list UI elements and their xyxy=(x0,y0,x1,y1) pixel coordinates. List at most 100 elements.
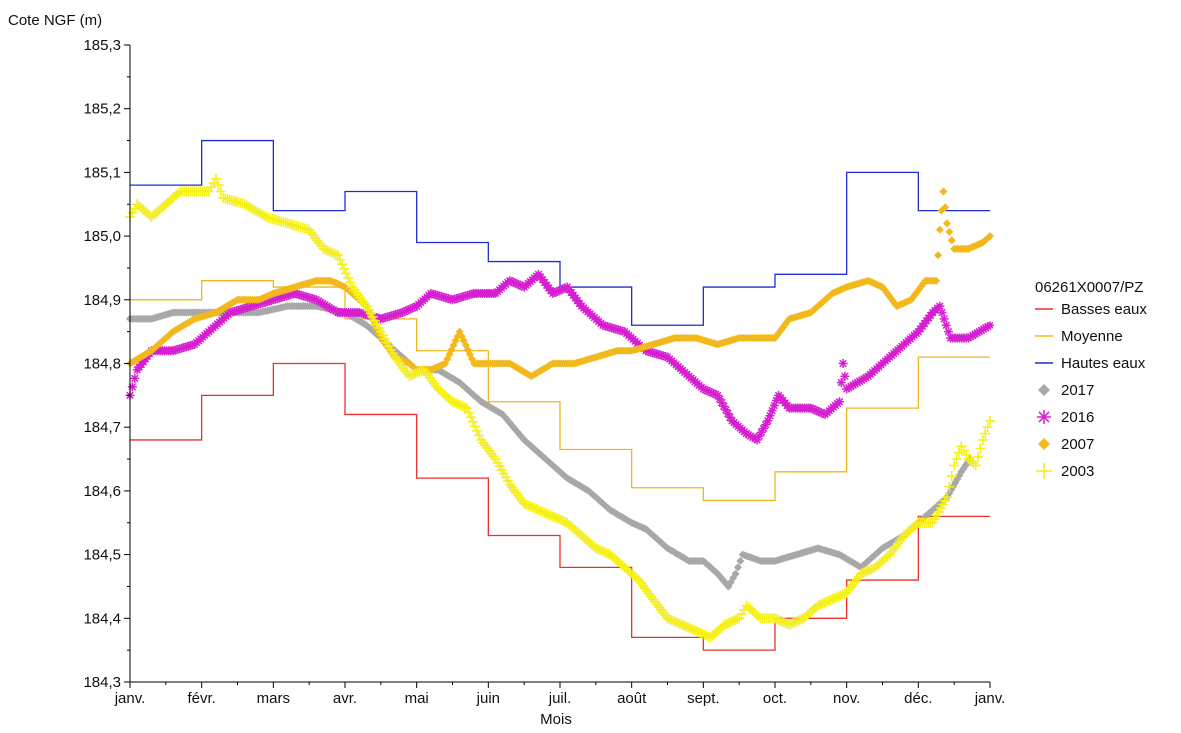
data-point-2016-406 xyxy=(986,321,994,330)
data-point-2003-409 xyxy=(975,443,986,454)
data-point-2016-384 xyxy=(937,308,947,318)
data-point-2003-412 xyxy=(982,422,993,433)
series-2007 xyxy=(126,187,994,381)
y-tick-label: 184,4 xyxy=(83,610,121,627)
legend-item-hautes-eaux: Hautes eaux xyxy=(1035,355,1146,372)
data-point-2003-403 xyxy=(961,449,972,460)
data-point-2003-293 xyxy=(732,614,743,625)
data-point-2003-43 xyxy=(215,186,226,197)
data-point-2017-280 xyxy=(731,569,740,578)
data-point-2016-277 xyxy=(713,390,723,400)
legend-label: 2007 xyxy=(1061,436,1094,453)
data-point-2016-336 xyxy=(836,378,846,388)
data-point-2003-402 xyxy=(958,445,969,456)
data-point-2016-337 xyxy=(838,359,848,368)
data-point-2003-163 xyxy=(465,412,476,423)
data-point-2003-410 xyxy=(977,434,988,445)
y-tick-label: 184,6 xyxy=(83,483,121,500)
x-tick-label: mars xyxy=(257,690,290,707)
legend-item-2007: 2007 xyxy=(1038,436,1094,453)
legend-label: 2003 xyxy=(1061,463,1094,480)
x-tick-label: déc. xyxy=(904,690,932,707)
x-tick-label: mai xyxy=(405,690,429,707)
legend-swatch xyxy=(1038,384,1050,396)
series-2016 xyxy=(125,269,994,445)
x-tick-label: nov. xyxy=(833,690,860,707)
data-point-2007-385 xyxy=(939,187,948,196)
y-tick-label: 185,2 xyxy=(83,101,121,118)
data-point-2017-281 xyxy=(733,563,742,572)
data-point-2003-100 xyxy=(336,259,347,270)
x-tick-label: janv. xyxy=(974,690,1006,707)
data-point-2003-99 xyxy=(334,254,345,265)
legend-label: Basses eaux xyxy=(1061,301,1147,318)
data-point-2003-404 xyxy=(963,454,974,465)
data-point-2016-335 xyxy=(835,397,844,407)
data-point-2003-162 xyxy=(463,407,474,418)
data-point-2003-295 xyxy=(736,609,747,620)
y-tick-label: 185,0 xyxy=(83,228,121,245)
data-point-2003-161 xyxy=(461,403,472,414)
y-tick-label: 184,8 xyxy=(83,356,121,373)
data-point-2003-98 xyxy=(332,250,343,261)
legend-item-basses-eaux: Basses eaux xyxy=(1035,301,1147,318)
series-basses-eaux xyxy=(130,362,990,651)
legend-swatch xyxy=(1037,410,1051,424)
series-layer xyxy=(125,139,995,651)
data-point-2003-166 xyxy=(472,425,483,436)
data-point-2003-38 xyxy=(203,186,214,197)
legend-swatch xyxy=(1036,463,1052,479)
data-point-2003-398 xyxy=(949,460,960,471)
series-2017 xyxy=(126,302,974,591)
legend: 06261X0007/PZ Basses eaux Moyenne Hautes e… xyxy=(1035,279,1147,480)
data-point-2007-389 xyxy=(947,236,956,245)
data-point-2003-1 xyxy=(127,207,138,218)
y-tick-label: 184,9 xyxy=(83,292,121,309)
series-hautes-eaux xyxy=(130,139,990,326)
legend-label: 2016 xyxy=(1061,409,1094,426)
data-point-2003-39 xyxy=(206,182,217,193)
y-tick-label: 184,3 xyxy=(83,674,121,691)
data-point-2003-167 xyxy=(474,430,485,441)
data-point-2003-101 xyxy=(338,263,349,274)
data-point-2003-41 xyxy=(211,173,221,184)
data-point-2016-303 xyxy=(767,406,777,416)
data-point-2003-408 xyxy=(973,451,984,462)
data-point-2003-165 xyxy=(470,421,481,432)
legend-label: 2017 xyxy=(1061,382,1094,399)
data-point-2003-399 xyxy=(951,454,962,465)
legend-item-2016: 2016 xyxy=(1037,409,1094,426)
data-point-2016-386 xyxy=(941,320,951,330)
x-axis-title: Mois xyxy=(540,711,572,728)
data-point-2016-383 xyxy=(935,301,945,311)
y-tick-label: 184,5 xyxy=(83,547,121,564)
x-tick-label: août xyxy=(617,690,647,707)
data-point-2007-388 xyxy=(945,227,954,236)
y-tick-label: 185,3 xyxy=(83,37,121,54)
x-tick-label: oct. xyxy=(763,690,787,707)
data-point-2003-400 xyxy=(953,447,964,458)
legend-title: 06261X0007/PZ xyxy=(1035,279,1143,296)
data-point-2003-396 xyxy=(944,481,955,492)
data-point-2003-103 xyxy=(343,272,354,283)
series-2003 xyxy=(125,173,995,643)
data-point-2003-397 xyxy=(946,471,957,482)
y-axis-title: Cote NGF (m) xyxy=(8,12,102,29)
series-line-hautes-eaux xyxy=(130,139,990,326)
data-point-2007-387 xyxy=(943,219,951,228)
data-point-2003-411 xyxy=(980,428,991,439)
series-line-basses-eaux xyxy=(130,362,990,651)
data-point-2003-294 xyxy=(734,613,745,624)
y-tick-label: 185,1 xyxy=(83,164,121,181)
data-point-2003-413 xyxy=(985,415,995,426)
data-point-2016-1 xyxy=(127,382,137,392)
data-point-2003-407 xyxy=(970,460,981,471)
legend-item-2017: 2017 xyxy=(1038,382,1094,399)
data-point-2016-385 xyxy=(939,314,949,324)
data-point-2016-2 xyxy=(130,373,140,383)
data-point-2003-395 xyxy=(942,492,952,503)
data-point-2007-383 xyxy=(935,225,944,234)
x-tick-label: juil. xyxy=(548,690,572,707)
x-tick-label: janv. xyxy=(114,690,146,707)
